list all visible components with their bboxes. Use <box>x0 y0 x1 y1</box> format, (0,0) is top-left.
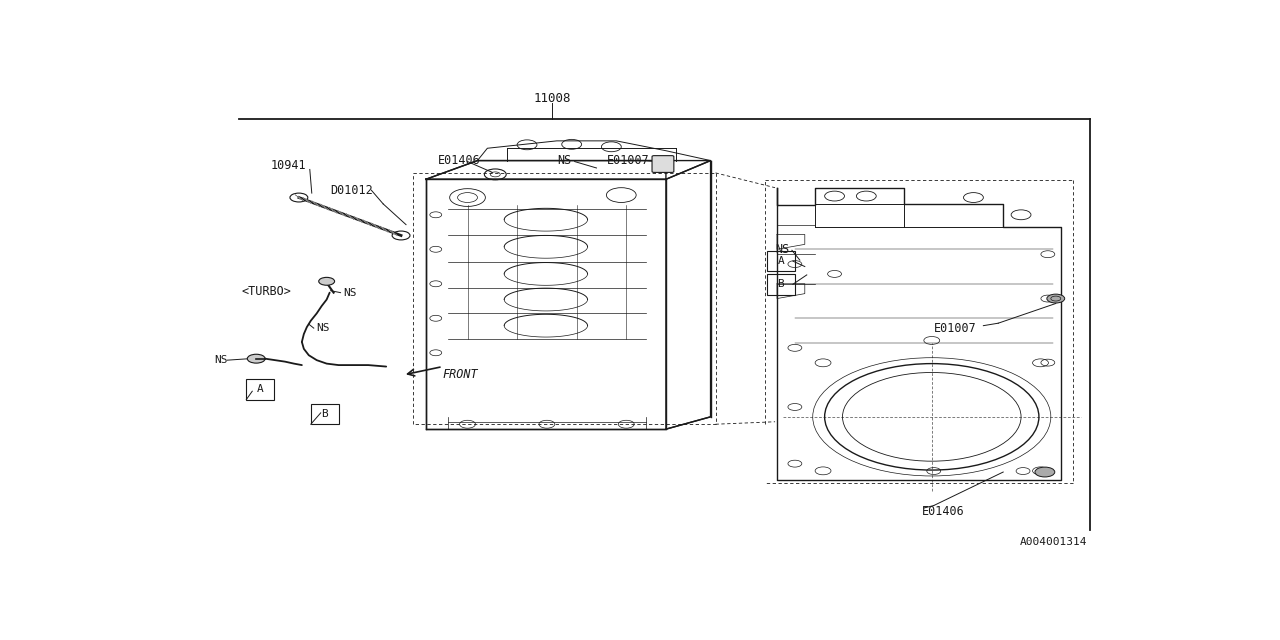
Text: E01406: E01406 <box>438 154 480 167</box>
Text: A: A <box>257 384 264 394</box>
Text: <TURBO>: <TURBO> <box>242 285 292 298</box>
Text: A004001314: A004001314 <box>1020 538 1088 547</box>
Bar <box>246 379 274 399</box>
Text: E01007: E01007 <box>607 154 649 167</box>
Bar <box>767 251 795 271</box>
Bar <box>311 404 338 424</box>
Text: FRONT: FRONT <box>443 369 479 381</box>
Text: NS: NS <box>776 243 790 256</box>
Text: A: A <box>778 256 785 266</box>
Circle shape <box>1036 467 1055 477</box>
Text: 11008: 11008 <box>532 92 571 106</box>
Text: E01406: E01406 <box>922 505 965 518</box>
Text: D01012: D01012 <box>330 184 374 196</box>
FancyBboxPatch shape <box>652 156 673 172</box>
Text: NS: NS <box>343 287 357 298</box>
Circle shape <box>247 355 265 363</box>
Text: 10941: 10941 <box>271 159 307 172</box>
Circle shape <box>1047 294 1065 303</box>
Text: B: B <box>321 409 328 419</box>
Text: NS: NS <box>215 355 228 365</box>
Bar <box>767 274 795 294</box>
Text: NS: NS <box>557 154 571 167</box>
Circle shape <box>319 277 334 285</box>
Text: E01007: E01007 <box>934 322 977 335</box>
Text: NS: NS <box>316 323 330 333</box>
Text: B: B <box>778 279 785 289</box>
